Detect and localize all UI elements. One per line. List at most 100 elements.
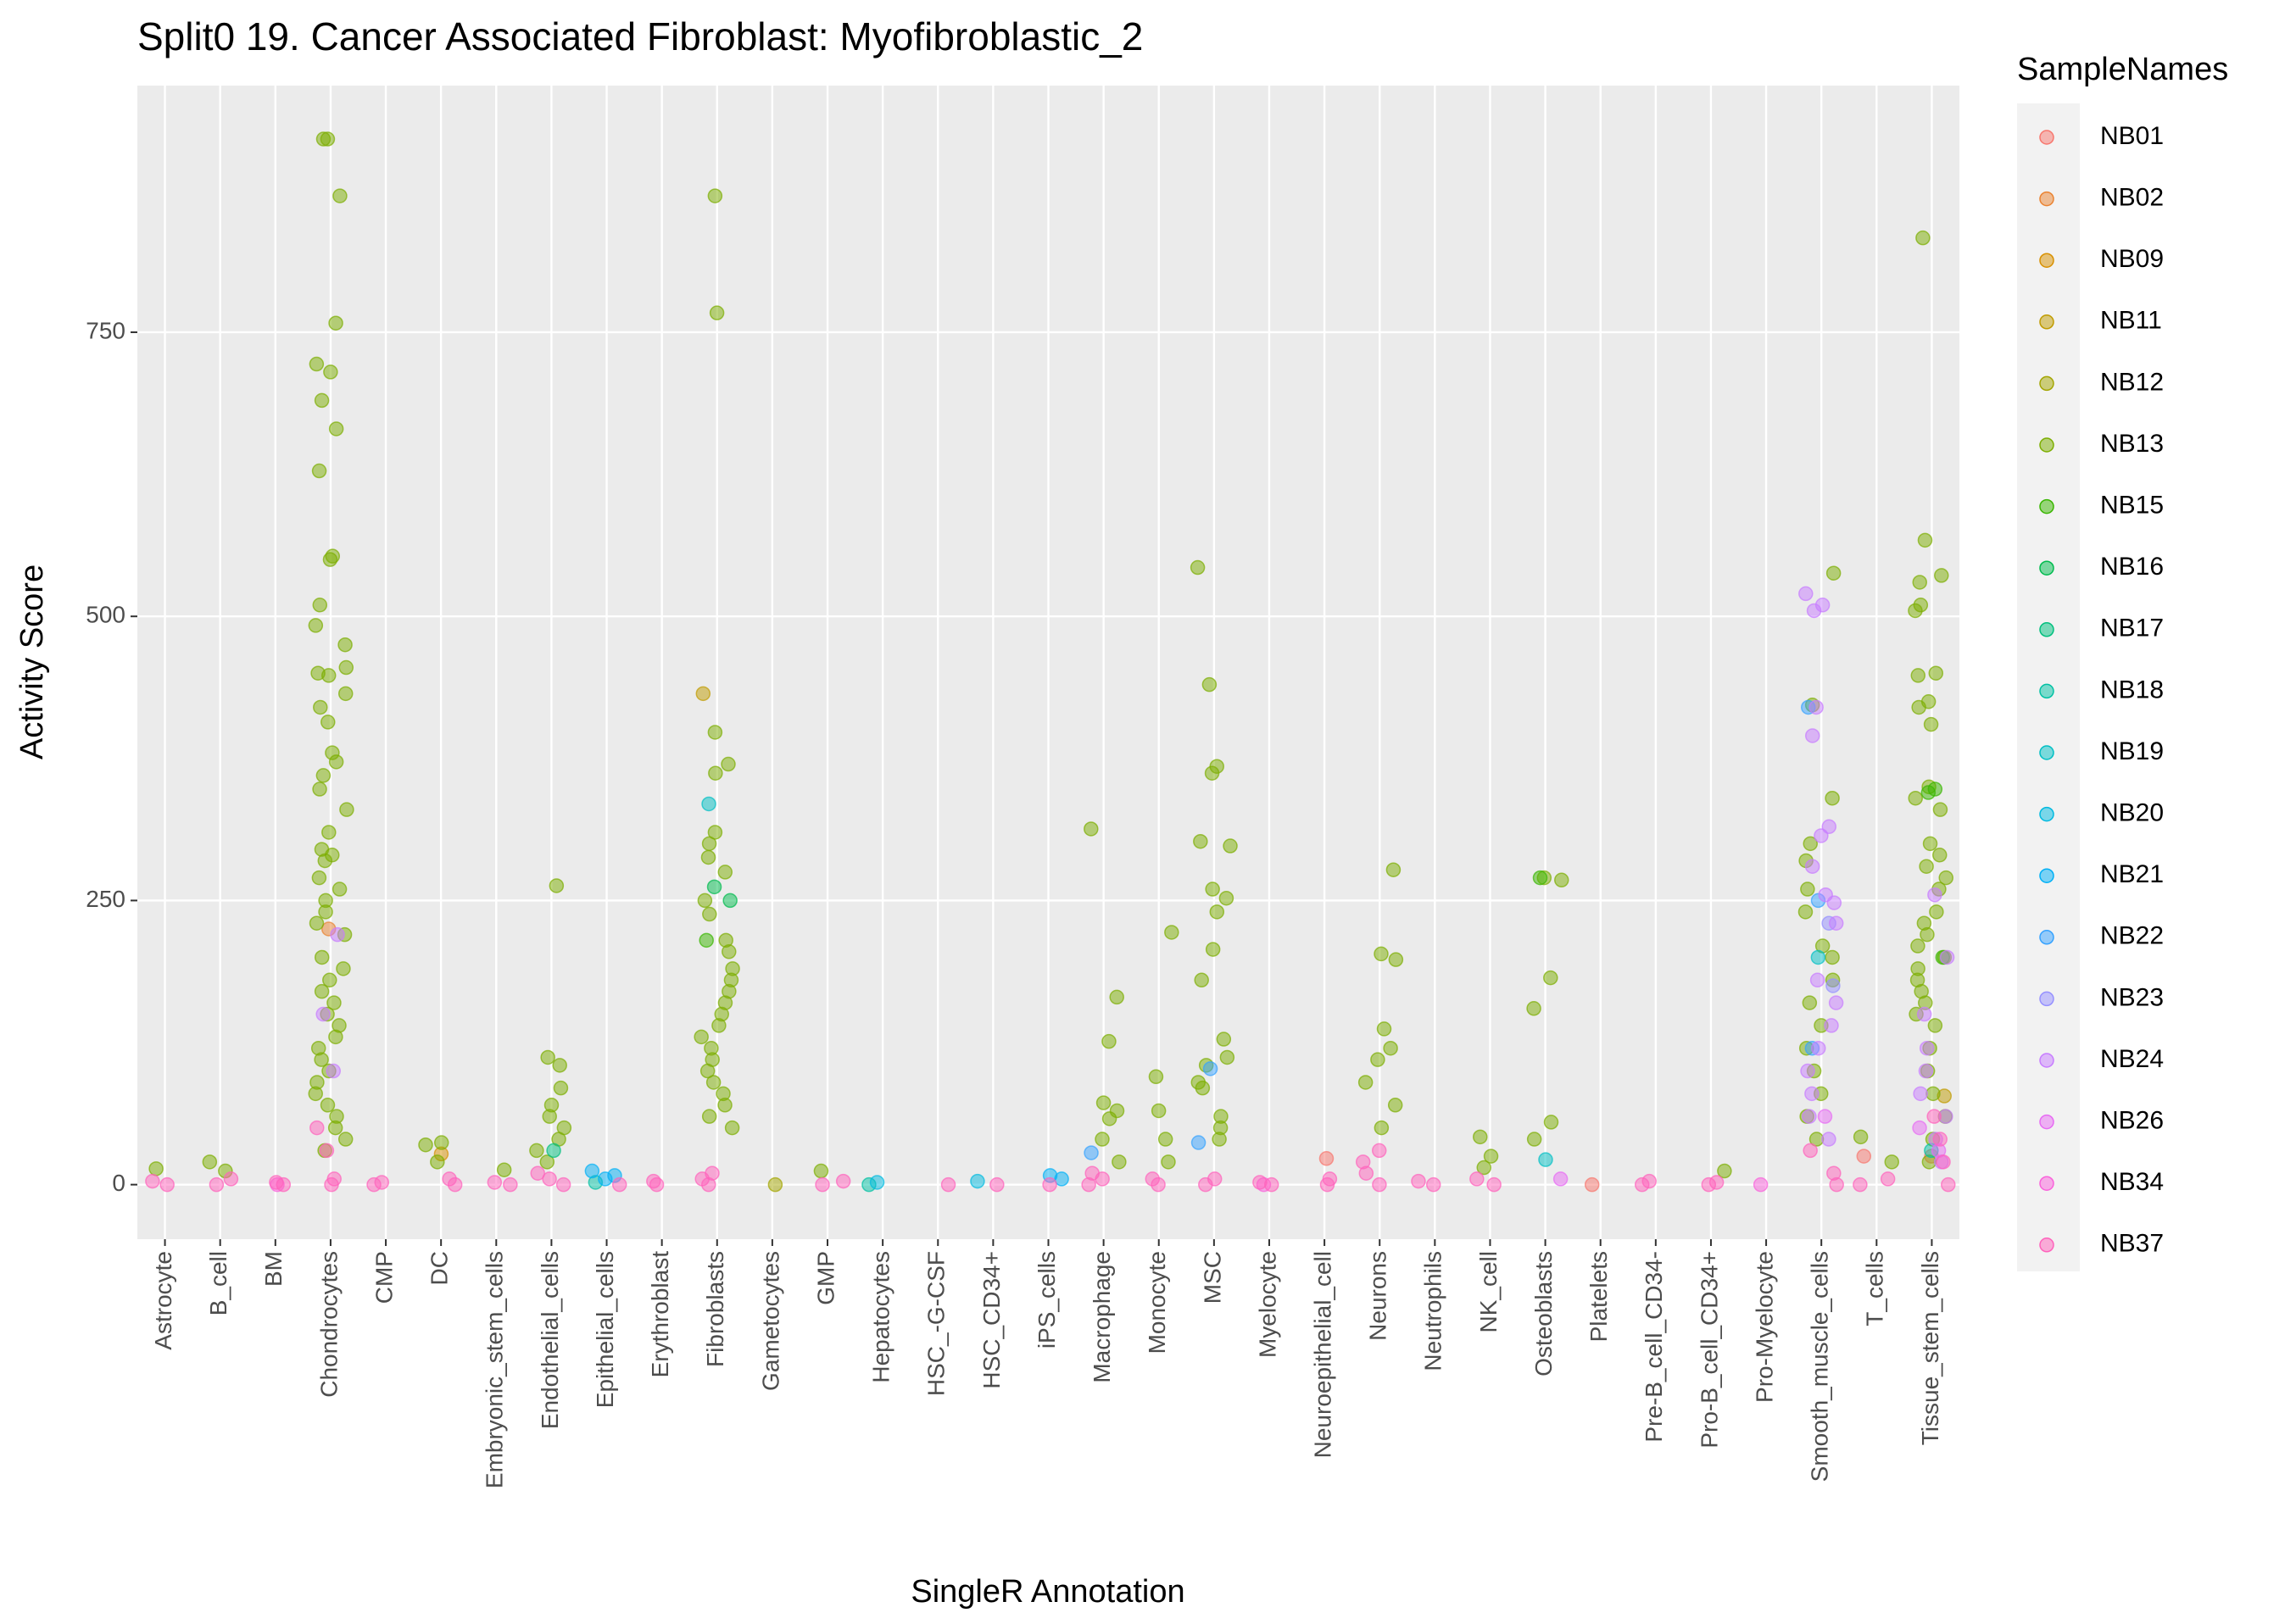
chart-title: Split0 19. Cancer Associated Fibroblast:… [137,14,1143,58]
point [209,1176,225,1193]
point [1469,1171,1485,1187]
point [1934,568,1949,583]
point [1543,1115,1559,1130]
point [1925,1086,1941,1102]
point [1853,1129,1869,1145]
point [700,849,716,865]
point [1804,859,1820,874]
point [598,1171,613,1187]
point [328,421,344,437]
legend-key [2039,1053,2054,1068]
point [542,1171,557,1187]
point [940,1176,956,1193]
x-tick-label: Neutrophils [1420,1251,1446,1371]
legend-label: NB11 [2100,307,2162,335]
point [309,1120,325,1136]
point [553,1080,569,1096]
point [1207,1171,1223,1187]
point [1084,1165,1100,1181]
point [1411,1173,1426,1189]
x-tick-label: Smooth_muscle_cells [1807,1251,1833,1482]
point [332,882,348,897]
point [312,598,328,613]
point [1828,995,1844,1010]
x-tick-label: Platelets [1585,1251,1612,1342]
point [1828,915,1844,931]
x-tick-label: Epithelial_cells [592,1251,618,1408]
point [1910,938,1925,954]
point [1212,1132,1227,1147]
point [1919,859,1934,874]
point [336,961,351,976]
legend-key [2039,130,2054,145]
point [1526,1001,1541,1016]
point [433,1135,449,1150]
point [1913,1086,1928,1102]
y-tick-label: 250 [86,886,125,912]
legend-key [2039,868,2054,883]
point [1223,838,1238,854]
point [1938,870,1954,886]
legend-label: NB13 [2100,430,2164,458]
x-tick-label: Monocyte [1144,1251,1170,1354]
point [1923,716,1939,732]
point [1148,1069,1164,1085]
point [611,1176,627,1193]
point [1936,1154,1951,1170]
point [1486,1176,1502,1193]
point [708,765,723,781]
point [326,1063,342,1079]
point [699,932,714,948]
point [1824,1018,1839,1033]
point [1371,1143,1387,1159]
point [707,188,723,203]
point [328,315,343,331]
legend-key [2039,191,2054,207]
point [323,364,338,380]
point [1932,848,1948,863]
point [1374,946,1389,962]
point [314,949,330,965]
point [706,879,722,895]
legend-label: NB34 [2100,1168,2164,1196]
point [1532,870,1548,886]
point [1808,699,1824,715]
point [1538,1152,1553,1167]
point [309,915,325,931]
point [1385,862,1402,877]
point [313,699,328,715]
point [1357,1075,1374,1090]
point [1804,1086,1820,1102]
x-tick-label: Neurons [1365,1251,1391,1341]
point [1145,1171,1161,1187]
point [418,1137,433,1153]
point [1753,1176,1769,1193]
point [308,1086,323,1102]
point [702,906,717,922]
point [1929,904,1944,920]
point [1370,1052,1385,1067]
legend-key [2039,622,2054,637]
point [1202,1061,1218,1076]
point [701,836,717,852]
legend-label: NB15 [2100,492,2164,520]
point [320,668,337,683]
point [1884,1154,1900,1170]
point [546,1143,561,1159]
x-tick-label: Hepatocytes [868,1251,894,1383]
point [1814,828,1829,843]
point [1109,989,1124,1005]
legend-key [2039,806,2054,822]
point [1821,1132,1836,1147]
point [1803,1143,1818,1159]
point [1826,1165,1842,1181]
y-axis-title: Activity Score [14,565,50,759]
point [326,995,342,1010]
x-tick-label: iPS_cells [1034,1251,1060,1349]
point [314,392,330,409]
point [159,1176,175,1193]
legend-label: NB37 [2100,1230,2164,1258]
point [1219,1049,1235,1065]
point [1926,1109,1942,1124]
point [1205,882,1220,897]
